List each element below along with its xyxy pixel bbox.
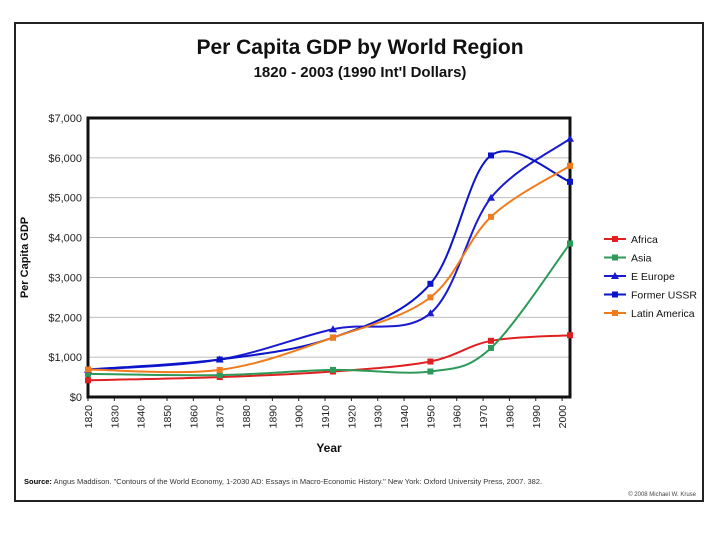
data-point-latin-america (427, 294, 434, 301)
source-label: Source: (24, 477, 52, 486)
data-point-asia (329, 366, 336, 373)
x-tick-label: 1970 (478, 405, 490, 429)
y-tick-label: $6,000 (48, 153, 82, 165)
data-point-former-ussr (567, 178, 573, 185)
x-tick-label: 1840 (136, 405, 148, 429)
y-tick-label: $4,000 (48, 233, 82, 245)
x-tick-label: 1920 (346, 405, 358, 429)
chart-title: Per Capita GDP by World Region (196, 36, 524, 59)
series-line-asia (87, 242, 571, 377)
x-tick-label: 1860 (188, 405, 200, 429)
data-point-e-europe (426, 309, 435, 317)
data-point-asia (427, 368, 434, 375)
data-point-asia (216, 372, 223, 379)
legend-marker-africa (612, 236, 618, 242)
y-tick-label: $3,000 (48, 272, 82, 284)
x-tick-label: 1870 (215, 405, 227, 429)
data-point-latin-america (85, 366, 91, 373)
data-point-latin-america (567, 162, 573, 169)
data-point-latin-america (329, 334, 336, 341)
legend-label-asia: Asia (631, 253, 652, 265)
series-line-former-ussr (87, 150, 571, 371)
data-point-e-europe (566, 134, 574, 142)
data-point-africa (567, 332, 573, 339)
legend-label-africa: Africa (631, 234, 658, 246)
y-tick-label: $1,000 (48, 352, 82, 364)
x-tick-label: 1820 (83, 405, 95, 429)
x-tick-label: 1850 (162, 405, 174, 429)
series-line-e-europe (87, 137, 571, 371)
data-point-e-europe (486, 193, 495, 201)
data-point-former-ussr (487, 152, 494, 159)
source-text: Angus Maddison. "Contours of the World E… (53, 477, 543, 486)
data-point-africa (427, 358, 434, 365)
y-tick-label: $5,000 (48, 193, 82, 205)
plot-area (86, 116, 572, 399)
chart-subtitle: 1820 - 2003 (1990 Int'l Dollars) (253, 64, 467, 81)
legend-marker-asia (612, 254, 618, 261)
legend-label-e-europe: E Europe (631, 271, 675, 283)
legend-marker-latin-america (612, 310, 618, 316)
x-tick-label: 1960 (452, 405, 464, 429)
data-point-africa (487, 337, 494, 344)
data-point-africa (85, 377, 91, 384)
x-tick-label: 1990 (531, 405, 543, 429)
legend-label-former-ussr: Former USSR (631, 290, 697, 302)
y-tick-label: $2,000 (48, 312, 82, 324)
legend-marker-e-europe (611, 272, 619, 279)
data-point-former-ussr (427, 280, 434, 287)
x-tick-label: 1890 (267, 405, 279, 429)
x-axis-title: Year (316, 441, 342, 455)
x-tick-label: 1940 (399, 405, 411, 429)
data-point-former-ussr (216, 356, 223, 363)
chart-frame (14, 22, 704, 502)
data-point-e-europe (328, 325, 337, 333)
x-tick-label: 1900 (294, 405, 306, 429)
source-citation: Source: Angus Maddison. "Contours of the… (24, 476, 694, 487)
y-tick-label: $7,000 (48, 113, 82, 125)
x-tick-label: 1980 (504, 405, 516, 429)
x-tick-label: 2000 (557, 405, 569, 429)
y-tick-label: $0 (70, 392, 82, 404)
x-tick-label: 1930 (373, 405, 385, 429)
data-point-asia (567, 240, 573, 247)
y-axis-title: Per Capita GDP (19, 217, 31, 298)
x-tick-label: 1950 (425, 405, 437, 429)
data-point-asia (85, 370, 91, 377)
data-point-latin-america (487, 213, 494, 220)
x-tick-label: 1880 (241, 405, 253, 429)
data-point-latin-america (216, 366, 223, 373)
copyright-notice: © 2008 Michael W. Kruse (628, 492, 696, 498)
legend-label-latin-america: Latin America (631, 308, 695, 320)
legend-marker-former-ussr (612, 291, 618, 298)
data-point-asia (487, 344, 494, 351)
x-tick-label: 1830 (109, 405, 121, 429)
x-tick-label: 1910 (320, 405, 332, 429)
